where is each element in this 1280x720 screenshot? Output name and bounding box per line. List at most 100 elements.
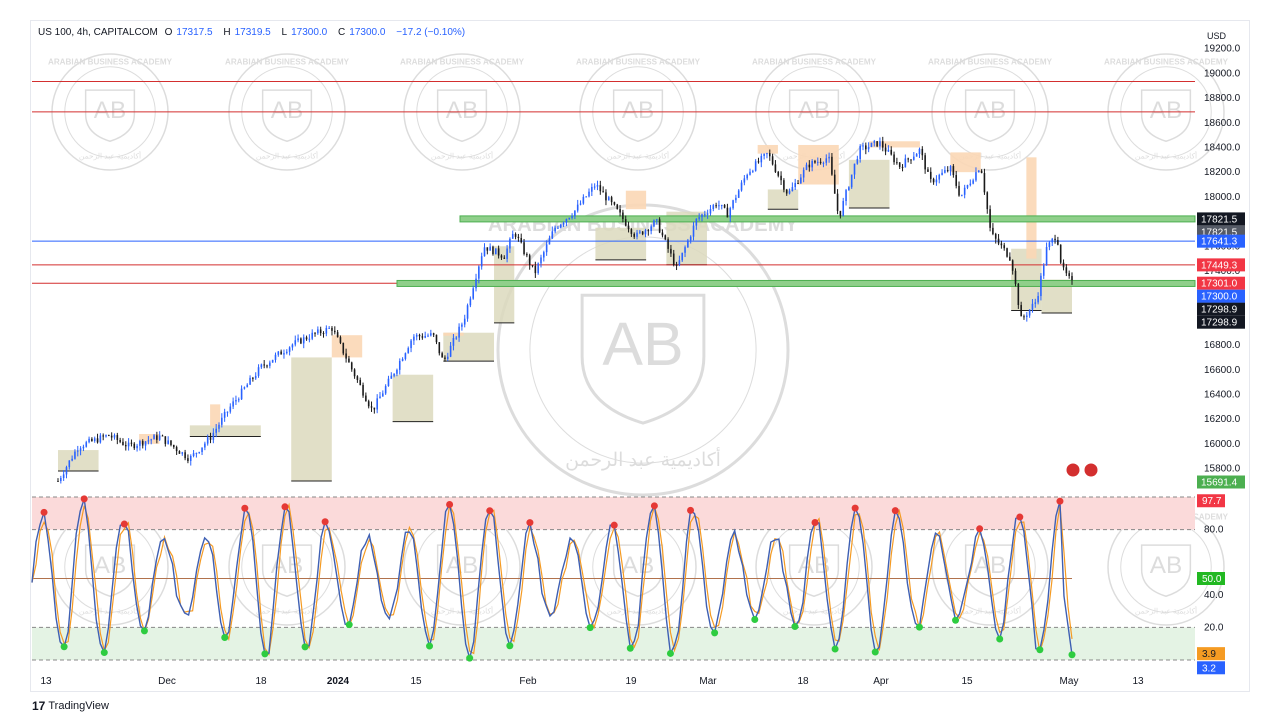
candle [842,197,845,217]
watermark-badge-top-2-shield-icon [436,89,488,143]
candle [387,375,390,387]
candle-body [110,435,113,438]
candle [184,449,186,461]
candle-body [915,154,918,157]
candle [701,213,703,222]
osc-value-tag-3: 3.2 [1197,661,1225,675]
candle [893,151,895,165]
price-pane[interactable] [32,80,1196,484]
price-tag-label: 17298.9 [1201,318,1238,329]
candle-body [500,255,503,258]
candle [667,237,669,253]
candle-body [698,217,700,219]
oscillator-pane[interactable] [31,495,1195,662]
price-tag-8: 15691.4 [1197,475,1245,489]
candle [322,331,325,338]
candle [240,385,243,401]
candle-body [492,246,494,255]
candle [226,411,229,417]
candle-body [862,145,864,147]
price-tag-4: 17301.0 [1197,276,1245,290]
candle [797,180,799,185]
candle-body [828,156,830,159]
candle [811,159,813,172]
candle-body [175,447,178,452]
consolidation-box-8 [767,189,799,210]
candle [816,157,819,166]
candle [1023,314,1025,320]
candle [850,174,853,189]
candle-body [1037,296,1039,303]
candle [269,360,271,369]
candle-body [1020,305,1022,317]
price-tag-bg [1197,212,1245,226]
candle [681,252,684,262]
candle-body [845,190,847,202]
overbought-dot [120,520,128,528]
candle [1065,264,1068,277]
candle-body [91,438,93,442]
consolidation-box-3 [392,374,434,422]
candle [636,229,638,240]
candle-body [133,443,136,449]
candle [472,285,475,300]
candle [935,175,938,186]
tradingview-logo[interactable]: 17 TradingView [32,699,109,713]
candle-body [898,162,901,167]
candle-body [687,240,689,248]
candle [398,358,401,375]
candle [218,422,220,433]
candle-body [139,441,141,446]
candle-body [850,174,853,188]
candle-body [119,439,121,442]
candle [254,372,257,380]
candle-body [150,439,153,441]
candle [404,352,407,361]
candle [410,338,412,353]
overbought-dot [526,519,534,527]
candle [285,349,288,355]
candle-body [277,351,280,355]
oversold-dot [466,654,474,662]
candle-body [771,156,774,165]
osc-value-tag-2: 3.9 [1197,647,1225,661]
candle-body [336,332,339,338]
candle [124,441,127,451]
candle [783,178,785,193]
candle [853,163,856,179]
candle [639,229,641,235]
osc-tick-label: 20.0 [1204,622,1224,633]
candle-body [497,248,500,256]
candle-body [209,437,212,440]
candle [396,368,398,377]
candle [452,334,455,351]
consolidation-box-2 [291,357,332,481]
candle-body [314,332,316,334]
candle [763,153,765,160]
candle-body [966,185,969,188]
candle-body [913,156,915,160]
candle [865,142,867,155]
candle-body [633,233,636,237]
orange-box-1 [210,404,221,427]
candle-body [288,347,291,352]
price-tick-label: 16600.0 [1204,365,1241,376]
candle-body [622,212,624,220]
time-tick-label: 2024 [327,676,350,687]
oversold-dot [301,643,309,651]
candle-body [144,441,147,446]
candle [446,352,449,362]
consolidation-box-4 [443,332,495,362]
candle [359,377,362,386]
overbought-dot [891,507,899,515]
price-tag-bg [1197,302,1245,316]
time-tick-label: Dec [158,676,176,687]
candle-body [302,337,305,344]
watermark-badge-bottom-1-arabic: أكاديمية عبد الرحمن [256,604,318,615]
candle-body [1059,244,1062,263]
candle [463,314,466,328]
candle [413,334,415,345]
osc-value-label: 97.7 [1202,496,1222,507]
candle-body [526,254,528,256]
